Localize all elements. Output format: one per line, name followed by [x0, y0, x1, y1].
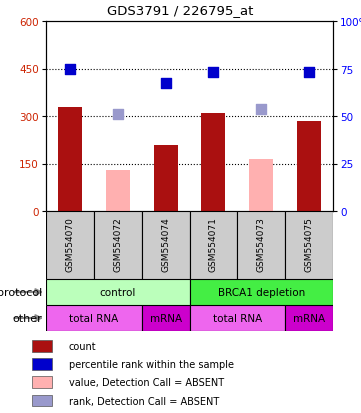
- Bar: [297, 121, 321, 211]
- Text: GSM554072: GSM554072: [113, 217, 122, 271]
- Text: total RNA: total RNA: [69, 313, 118, 323]
- Text: mRNA: mRNA: [293, 313, 325, 323]
- Bar: [32, 395, 52, 406]
- Bar: [190, 279, 333, 305]
- Text: percentile rank within the sample: percentile rank within the sample: [69, 359, 234, 369]
- Bar: [285, 211, 333, 279]
- Bar: [58, 107, 82, 211]
- Bar: [190, 211, 237, 279]
- Text: rank, Detection Call = ABSENT: rank, Detection Call = ABSENT: [69, 396, 219, 406]
- Text: protocol: protocol: [0, 287, 42, 297]
- Point: [115, 112, 121, 119]
- Bar: [32, 358, 52, 370]
- Bar: [249, 159, 273, 211]
- Bar: [46, 211, 94, 279]
- Text: GSM554074: GSM554074: [161, 217, 170, 271]
- Text: GSM554071: GSM554071: [209, 217, 218, 272]
- Text: GDS3791 / 226795_at: GDS3791 / 226795_at: [107, 5, 254, 17]
- Point: [210, 70, 216, 76]
- Text: mRNA: mRNA: [149, 313, 182, 323]
- Text: other: other: [12, 313, 42, 323]
- Point: [67, 66, 73, 73]
- Point: [163, 80, 169, 87]
- Bar: [190, 305, 285, 331]
- Bar: [142, 211, 190, 279]
- Text: GSM554075: GSM554075: [305, 217, 314, 272]
- Text: control: control: [100, 287, 136, 297]
- Text: total RNA: total RNA: [213, 313, 262, 323]
- Text: BRCA1 depletion: BRCA1 depletion: [218, 287, 305, 297]
- Bar: [285, 305, 333, 331]
- Bar: [154, 145, 178, 211]
- Point: [258, 107, 264, 113]
- Text: count: count: [69, 341, 96, 351]
- Bar: [32, 340, 52, 351]
- Bar: [94, 211, 142, 279]
- Point: [306, 70, 312, 76]
- Bar: [46, 305, 142, 331]
- Bar: [46, 279, 190, 305]
- Bar: [237, 211, 285, 279]
- Bar: [32, 376, 52, 388]
- Text: GSM554073: GSM554073: [257, 217, 266, 272]
- Bar: [106, 171, 130, 211]
- Text: GSM554070: GSM554070: [65, 217, 74, 272]
- Text: value, Detection Call = ABSENT: value, Detection Call = ABSENT: [69, 377, 224, 387]
- Bar: [201, 114, 225, 211]
- Bar: [142, 305, 190, 331]
